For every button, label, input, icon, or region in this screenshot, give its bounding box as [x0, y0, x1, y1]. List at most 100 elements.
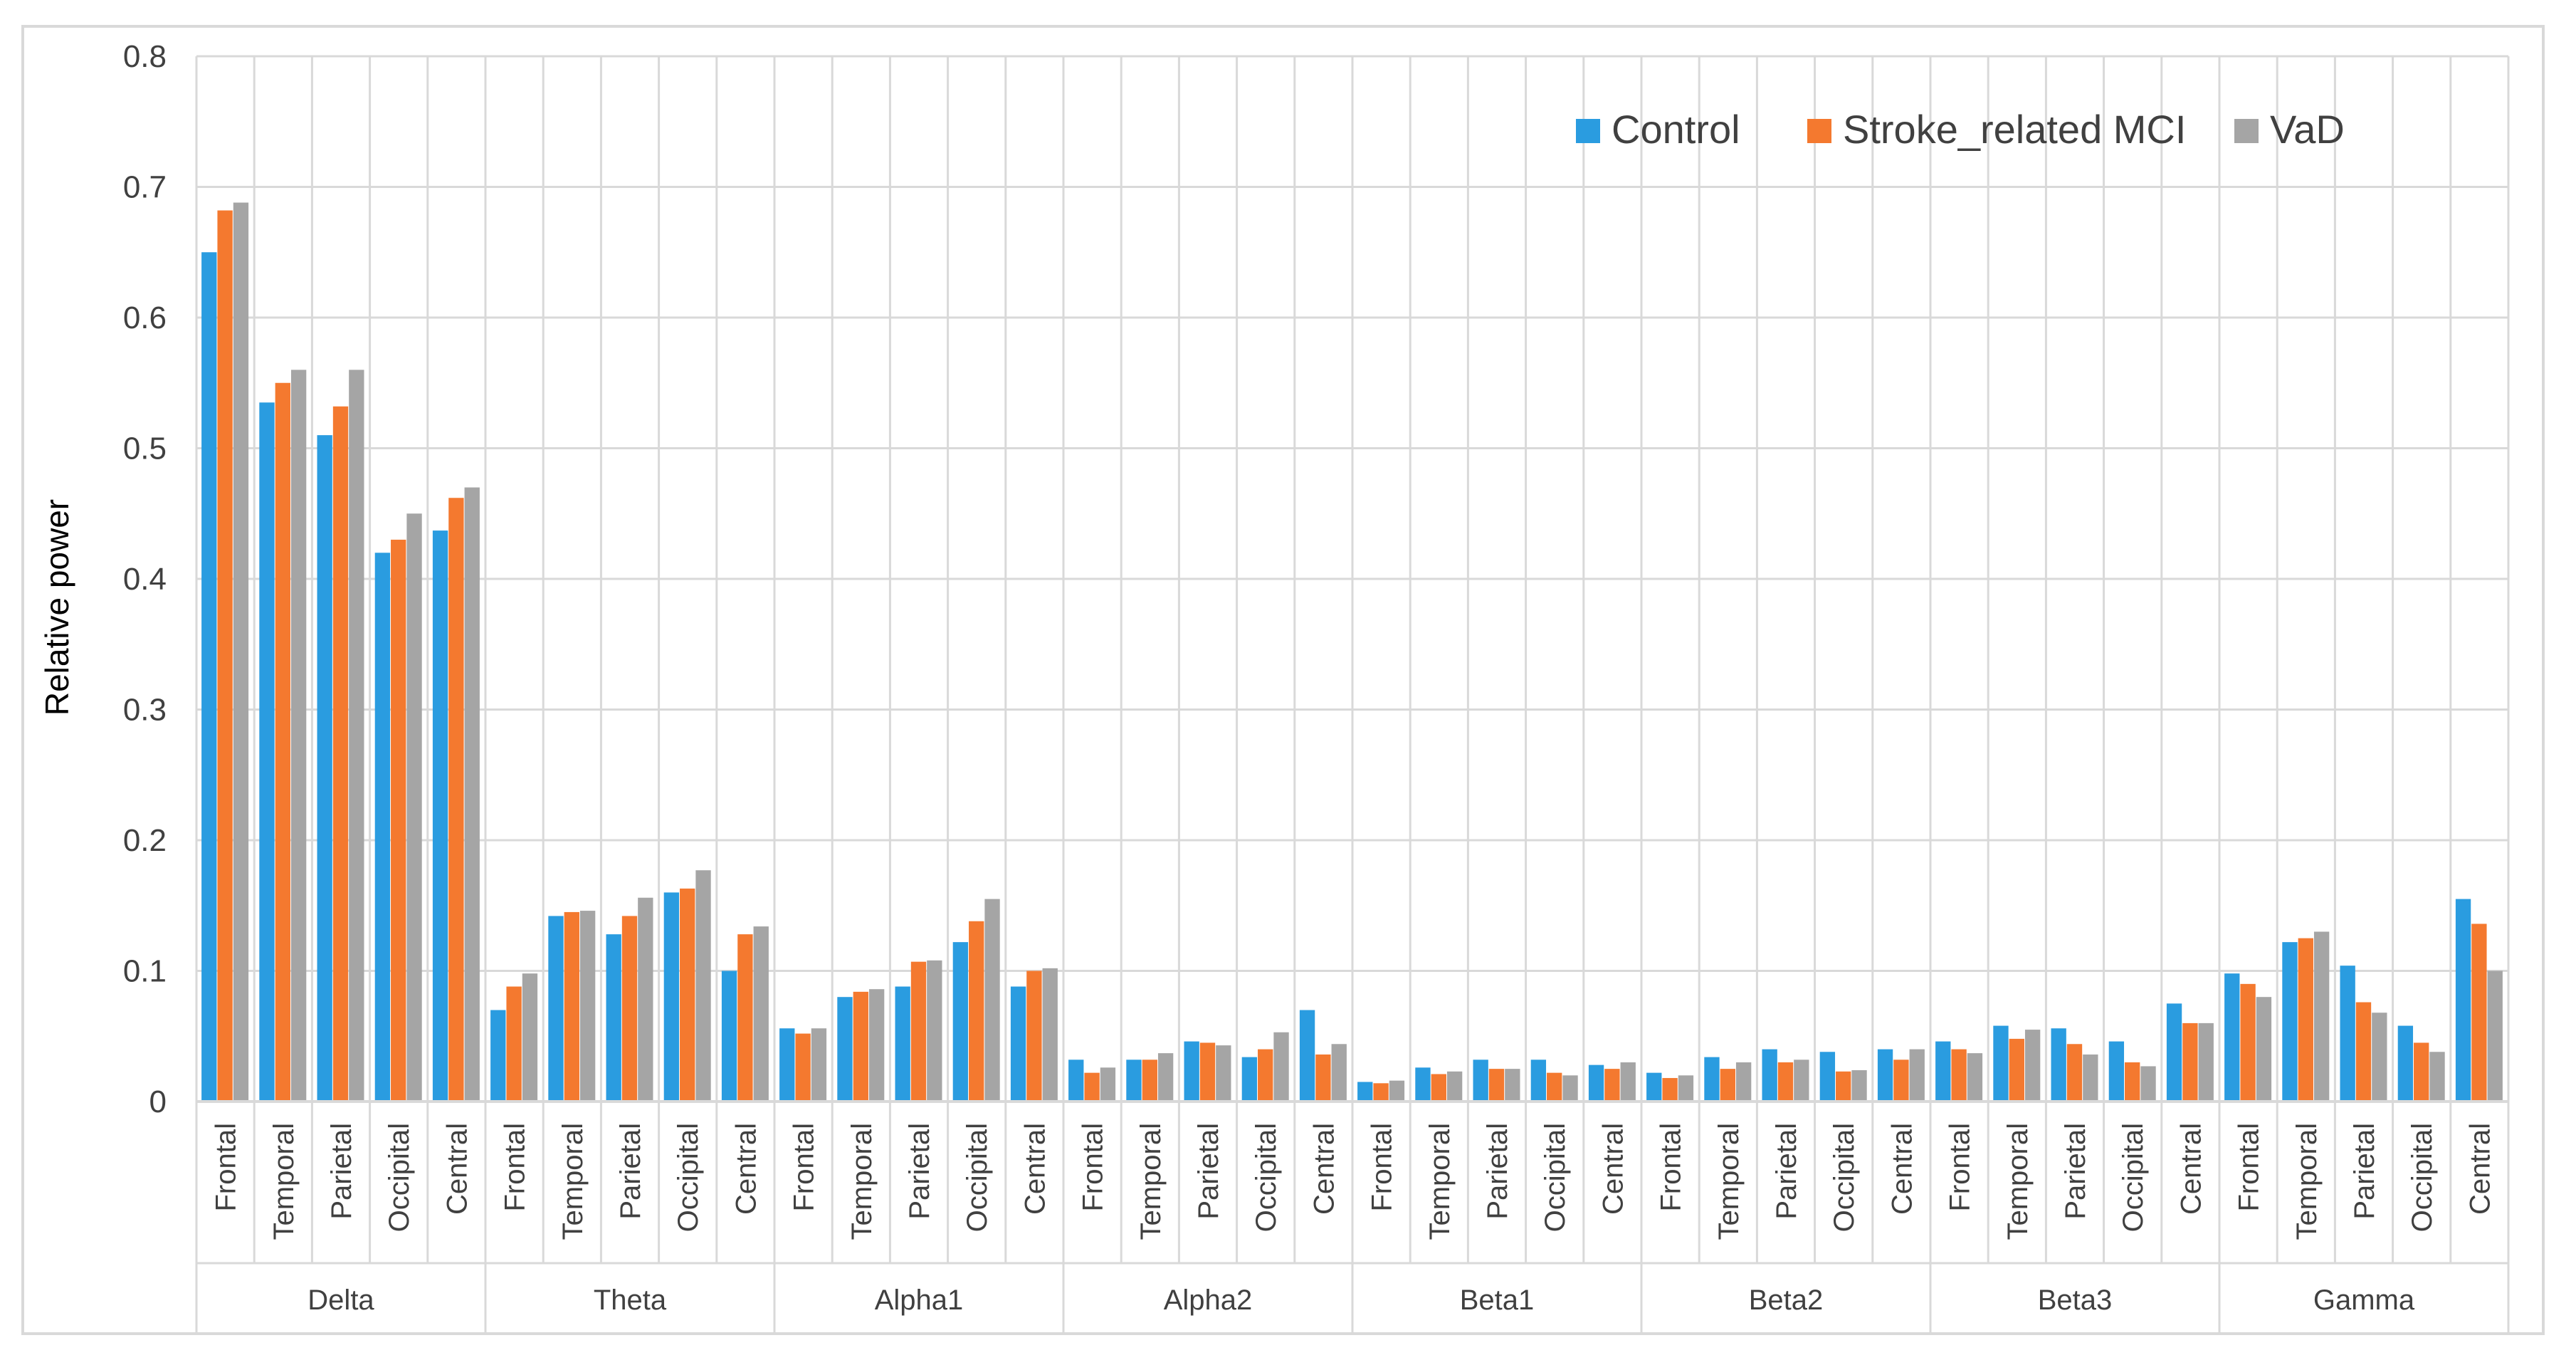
group-tick-label: Alpha2: [1164, 1285, 1253, 1316]
region-tick-label: Occipital: [673, 1123, 704, 1232]
gridlines: [195, 55, 2510, 1102]
bar-control: [1530, 1060, 1547, 1102]
bar-stroke-related-mci: [853, 991, 868, 1102]
bar-control: [2224, 973, 2240, 1102]
region-tick-label: Occipital: [1540, 1123, 1571, 1232]
bar-stroke-related-mci: [2125, 1062, 2140, 1102]
bar-vad: [927, 960, 942, 1102]
region-tick-label: Temporal: [557, 1123, 589, 1240]
bar-vad: [2372, 1013, 2387, 1102]
region-tick-label: Occipital: [962, 1123, 993, 1232]
bar-chart: 0 0.1 0.2 0.3 0.4 0.5 0.6 0.7 0.8 Frontal Temporal…: [38, 39, 2510, 1332]
region-tick-label: Central: [2464, 1123, 2496, 1215]
bar-vad: [1562, 1075, 1578, 1102]
bar-vad: [984, 899, 1000, 1102]
bar-vad: [2429, 1052, 2445, 1102]
y-tick-label: 0.1: [123, 954, 167, 989]
bar-control: [201, 252, 217, 1102]
bar-stroke-related-mci: [564, 911, 579, 1102]
bar-control: [548, 916, 564, 1102]
bar-control: [2340, 966, 2355, 1102]
bar-vad: [522, 973, 538, 1102]
bar-control: [1068, 1060, 1084, 1102]
chart-frame: 0 0.1 0.2 0.3 0.4 0.5 0.6 0.7 0.8 Frontal Temporal…: [21, 25, 2545, 1335]
bar-stroke-related-mci: [1431, 1074, 1446, 1102]
bar-vad: [233, 202, 249, 1102]
bar-control: [1184, 1041, 1199, 1102]
region-tick-label: Central: [1886, 1123, 1918, 1215]
bar-control: [2397, 1025, 2414, 1102]
bar-control: [1704, 1057, 1720, 1102]
bar-vad: [1735, 1062, 1752, 1102]
bar-vad: [1851, 1069, 1867, 1102]
bar-stroke-related-mci: [2240, 983, 2256, 1102]
region-tick-label: Frontal: [500, 1123, 531, 1212]
region-tick-label: Frontal: [1945, 1123, 1976, 1212]
bar-stroke-related-mci: [506, 986, 522, 1102]
bar-vad: [695, 870, 711, 1102]
bar-control: [1819, 1052, 1836, 1102]
bar-vad: [1678, 1075, 1694, 1102]
bar-control: [895, 986, 910, 1102]
region-tick-label: Parietal: [2349, 1123, 2380, 1220]
region-tick-label: Frontal: [1078, 1123, 1109, 1212]
bar-vad: [2024, 1030, 2041, 1102]
bar-stroke-related-mci: [217, 210, 233, 1102]
bar-stroke-related-mci: [2009, 1038, 2024, 1102]
bar-control: [317, 435, 332, 1102]
region-tick-label: Central: [2175, 1123, 2207, 1215]
region-tick-label: Frontal: [1656, 1123, 1687, 1212]
bar-vad: [1389, 1080, 1405, 1102]
bar-control: [1935, 1041, 1951, 1102]
bar-vad: [2313, 931, 2330, 1102]
legend-label: VaD: [2270, 107, 2345, 152]
bar-vad: [1331, 1044, 1347, 1102]
region-tick-label: Frontal: [1367, 1123, 1398, 1212]
bar-control: [1588, 1065, 1604, 1102]
bar-vad: [1273, 1032, 1289, 1102]
bar-vad: [1794, 1060, 1809, 1102]
bar-stroke-related-mci: [391, 539, 406, 1102]
bar-vad: [2487, 971, 2503, 1102]
bar-vad: [290, 370, 307, 1102]
region-tick-label: Temporal: [1713, 1123, 1745, 1240]
bar-vad: [2083, 1054, 2098, 1102]
bar-control: [1473, 1060, 1488, 1102]
bar-vad: [1446, 1071, 1463, 1102]
legend-item: VaD: [2234, 107, 2345, 152]
region-tick-label: Parietal: [904, 1123, 935, 1220]
bar-stroke-related-mci: [1373, 1083, 1389, 1102]
bar-vad: [349, 370, 364, 1102]
bar-stroke-related-mci: [275, 382, 290, 1102]
bar-stroke-related-mci: [1488, 1069, 1505, 1102]
bar-control: [721, 971, 737, 1102]
bar-stroke-related-mci: [737, 934, 753, 1102]
bar-vad: [868, 989, 885, 1102]
region-tick-label: Central: [1597, 1123, 1629, 1215]
bar-vad: [1967, 1053, 1983, 1102]
bar-stroke-related-mci: [1026, 971, 1042, 1102]
y-tick-label: 0.3: [123, 693, 167, 728]
region-tick-label: Temporal: [268, 1123, 300, 1240]
bar-control: [1126, 1060, 1142, 1102]
bar-control: [374, 553, 391, 1102]
region-tick-label: Occipital: [384, 1123, 415, 1232]
region-tick-label: Parietal: [615, 1123, 646, 1220]
region-tick-label: Parietal: [1771, 1123, 1802, 1220]
region-tick-label: Temporal: [2002, 1123, 2034, 1240]
legend-label: Control: [1612, 107, 1740, 152]
y-tick-label: 0.2: [123, 823, 167, 858]
region-tick-label: Central: [1308, 1123, 1340, 1215]
bar-stroke-related-mci: [1893, 1060, 1909, 1102]
bar-vad: [1909, 1049, 1925, 1102]
group-tick-label: Theta: [594, 1285, 667, 1316]
bar-vad: [811, 1028, 827, 1102]
bar-vad: [2256, 997, 2272, 1102]
bar-stroke-related-mci: [1836, 1071, 1851, 1102]
bar-stroke-related-mci: [680, 888, 695, 1102]
bar-control: [2051, 1028, 2066, 1102]
bar-control: [663, 892, 680, 1102]
bar-stroke-related-mci: [2182, 1022, 2198, 1102]
bar-control: [2455, 899, 2471, 1102]
region-tick-label: Temporal: [1424, 1123, 1456, 1240]
